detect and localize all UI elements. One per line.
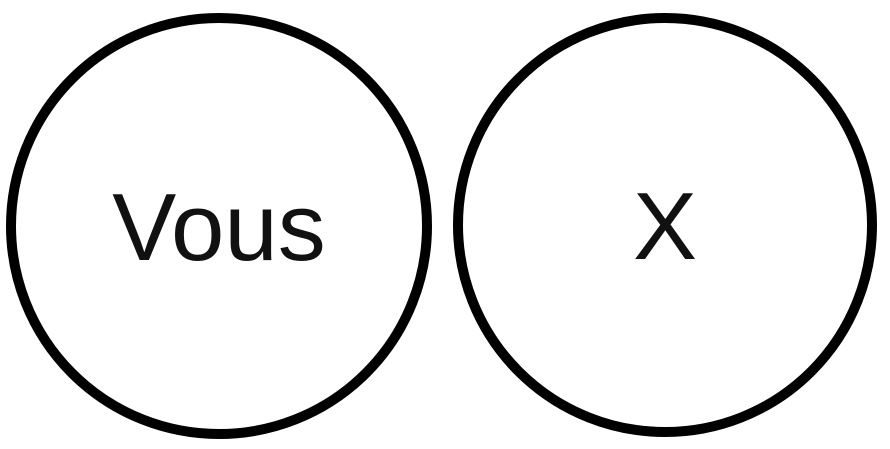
circle-x: X: [453, 13, 877, 437]
circle-x-label: X: [632, 173, 698, 280]
circle-you-label: Vous: [112, 174, 326, 281]
circle-you: Vous: [6, 13, 432, 439]
